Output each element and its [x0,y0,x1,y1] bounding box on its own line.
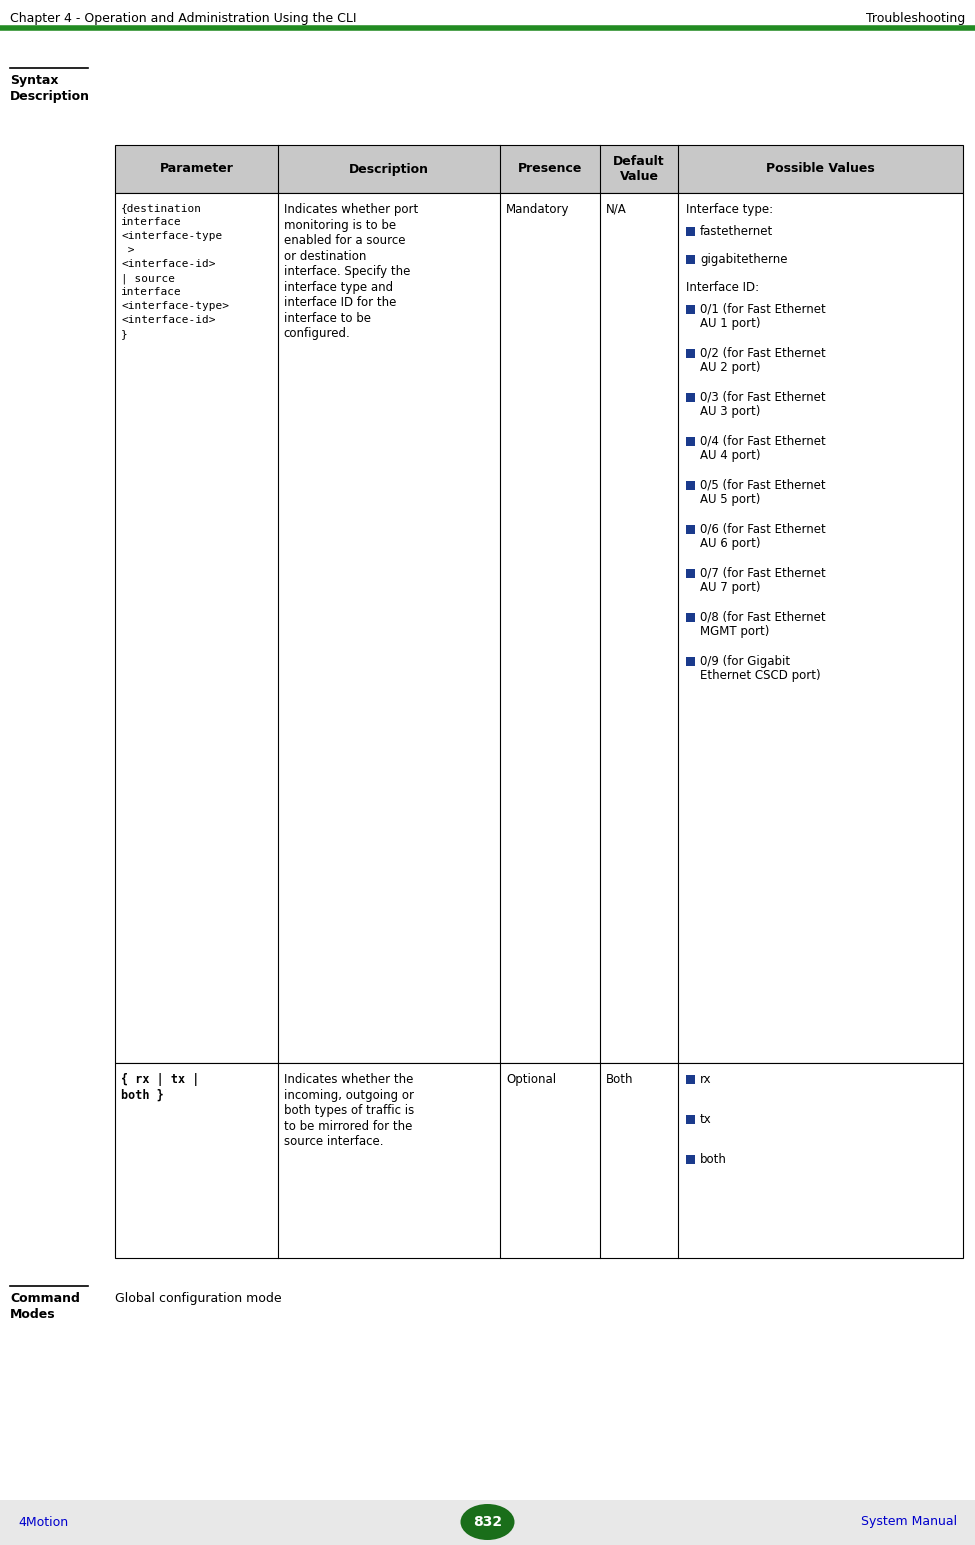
Text: Presence: Presence [518,162,582,176]
Text: AU 5 port): AU 5 port) [700,493,760,507]
Text: AU 2 port): AU 2 port) [700,362,760,374]
Text: Interface ID:: Interface ID: [686,281,760,294]
Text: monitoring is to be: monitoring is to be [284,218,396,232]
Text: Troubleshooting: Troubleshooting [866,12,965,25]
Text: <interface-type: <interface-type [121,232,222,241]
Text: 0/4 (for Fast Ethernet: 0/4 (for Fast Ethernet [700,436,826,448]
Bar [686,304,695,314]
Text: 0/7 (for Fast Ethernet: 0/7 (for Fast Ethernet [700,567,826,579]
Bar [686,1115,695,1125]
Text: >: > [121,246,135,255]
Text: }: } [121,329,128,338]
Text: Indicates whether the: Indicates whether the [284,1072,413,1086]
Bar [0,1500,975,1545]
Text: fastethernet: fastethernet [700,226,773,238]
Text: 4Motion: 4Motion [18,1516,68,1528]
Text: both }: both } [121,1089,164,1102]
Text: AU 4 port): AU 4 port) [700,450,760,462]
Text: { rx | tx |: { rx | tx | [121,1072,199,1086]
Bar [686,437,695,447]
Bar [686,657,695,666]
Text: Both: Both [606,1072,634,1086]
Text: incoming, outgoing or: incoming, outgoing or [284,1089,413,1102]
Text: source interface.: source interface. [284,1136,383,1148]
Text: Ethernet CSCD port): Ethernet CSCD port) [700,669,821,681]
Text: enabled for a source: enabled for a source [284,233,406,247]
Text: 0/6 (for Fast Ethernet: 0/6 (for Fast Ethernet [700,524,826,536]
Text: Chapter 4 - Operation and Administration Using the CLI: Chapter 4 - Operation and Administration… [10,12,357,25]
Text: Possible Values: Possible Values [766,162,875,176]
Text: interface: interface [121,287,181,297]
Bar [686,569,695,578]
Text: Global configuration mode: Global configuration mode [115,1292,282,1306]
Text: Default
Value: Default Value [613,154,665,182]
Text: Description: Description [349,162,429,176]
Text: interface: interface [121,216,181,227]
Text: Parameter: Parameter [160,162,233,176]
Text: interface to be: interface to be [284,312,370,324]
Bar [686,613,695,623]
Text: AU 3 port): AU 3 port) [700,405,760,419]
Ellipse shape [460,1503,515,1540]
Bar [686,392,695,402]
Bar [115,193,963,1063]
Bar [686,1075,695,1085]
Text: Command
Modes: Command Modes [10,1292,80,1321]
Text: or destination: or destination [284,249,367,263]
Bar [686,525,695,535]
Text: both types of traffic is: both types of traffic is [284,1105,414,1117]
Text: Interface type:: Interface type: [686,202,773,216]
Text: 0/3 (for Fast Ethernet: 0/3 (for Fast Ethernet [700,391,826,403]
Text: N/A: N/A [606,202,627,216]
Text: interface. Specify the: interface. Specify the [284,266,410,278]
Text: AU 6 port): AU 6 port) [700,538,760,550]
Text: rx: rx [700,1072,712,1086]
Text: configured.: configured. [284,328,351,340]
Text: 0/2 (for Fast Ethernet: 0/2 (for Fast Ethernet [700,348,826,360]
Bar [115,145,963,193]
Text: 0/8 (for Fast Ethernet: 0/8 (for Fast Ethernet [700,610,826,624]
Text: AU 7 port): AU 7 port) [700,581,760,593]
Text: 0/1 (for Fast Ethernet: 0/1 (for Fast Ethernet [700,303,826,317]
Text: Mandatory: Mandatory [506,202,569,216]
Text: {destination: {destination [121,202,202,213]
Text: gigabitetherne: gigabitetherne [700,253,788,266]
Text: Optional: Optional [506,1072,556,1086]
Text: AU 1 port): AU 1 port) [700,317,760,331]
Text: 0/9 (for Gigabit: 0/9 (for Gigabit [700,655,790,667]
Text: <interface-id>: <interface-id> [121,260,215,269]
Bar [686,349,695,358]
Text: both: both [700,1153,727,1166]
Text: 0/5 (for Fast Ethernet: 0/5 (for Fast Ethernet [700,479,826,491]
Text: <interface-id>: <interface-id> [121,315,215,324]
Text: System Manual: System Manual [861,1516,957,1528]
Text: tx: tx [700,1112,712,1126]
Text: MGMT port): MGMT port) [700,626,769,638]
Bar [686,1156,695,1163]
Text: to be mirrored for the: to be mirrored for the [284,1120,412,1132]
Text: Syntax
Description: Syntax Description [10,74,90,104]
Bar [686,227,695,236]
Text: | source: | source [121,273,175,283]
Text: <interface-type>: <interface-type> [121,301,229,311]
Text: interface type and: interface type and [284,281,393,294]
Text: interface ID for the: interface ID for the [284,297,396,309]
Bar [686,480,695,490]
Text: Indicates whether port: Indicates whether port [284,202,418,216]
Bar [686,255,695,264]
Text: 832: 832 [473,1516,502,1530]
Bar [115,1063,963,1258]
